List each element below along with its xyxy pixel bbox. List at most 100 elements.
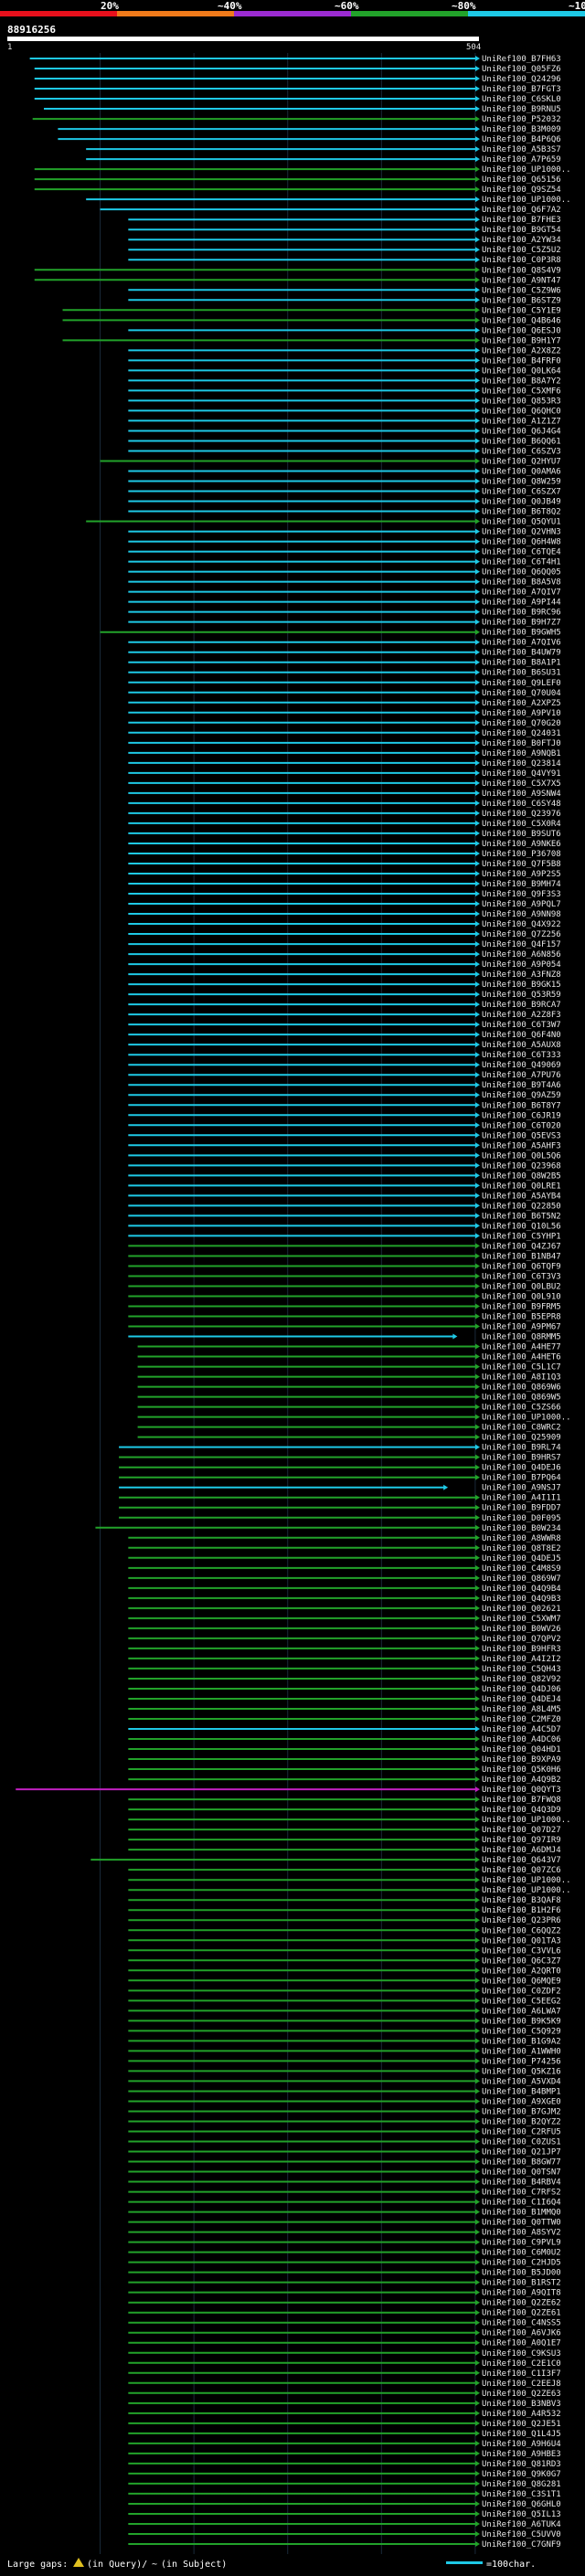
hit-label[interactable]: UniRef100_C6SKL0: [482, 95, 561, 104]
hit-row[interactable]: UniRef100_Q2VHN3: [128, 528, 561, 537]
hit-row[interactable]: UniRef100_C1I3F7: [128, 2369, 561, 2379]
hit-row[interactable]: UniRef100_Q8S4V9: [34, 266, 561, 275]
hit-row[interactable]: UniRef100_Q23968: [128, 1161, 561, 1171]
hit-row[interactable]: UniRef100_A9XGE0: [128, 2097, 561, 2106]
hit-row[interactable]: UniRef100_B4P6Q6: [58, 135, 561, 144]
hit-label[interactable]: UniRef100_Q25909: [482, 1434, 561, 1443]
hit-row[interactable]: UniRef100_C7RFS2: [128, 2189, 561, 2198]
hit-row[interactable]: UniRef100_Q1L4J5: [128, 2430, 561, 2439]
hit-row[interactable]: UniRef100_A1WWH0: [128, 2047, 561, 2056]
hit-row[interactable]: UniRef100_B9FDD7: [119, 1504, 561, 1513]
hit-label[interactable]: UniRef100_C5Q929: [482, 2027, 561, 2036]
hit-label[interactable]: UniRef100_C5XWM7: [482, 1615, 561, 1624]
hit-row[interactable]: UniRef100_C9KSU3: [128, 2349, 561, 2359]
hit-label[interactable]: UniRef100_Q0LRE1: [482, 1182, 561, 1191]
hit-row[interactable]: UniRef100_Q8W259: [128, 478, 561, 487]
hit-label[interactable]: UniRef100_B8A1P1: [482, 659, 561, 668]
hit-label[interactable]: UniRef100_A4I2I2: [482, 1655, 561, 1664]
hit-label[interactable]: UniRef100_Q4Q9B3: [482, 1595, 561, 1604]
hit-label[interactable]: UniRef100_Q02621: [482, 1605, 561, 1614]
hit-label[interactable]: UniRef100_Q0LBU2: [482, 1282, 561, 1291]
hit-label[interactable]: UniRef100_A8WWR8: [482, 1534, 561, 1543]
hit-label[interactable]: UniRef100_Q23968: [482, 1161, 561, 1171]
hit-row[interactable]: UniRef100_B9T4A6: [128, 1081, 561, 1090]
hit-row[interactable]: UniRef100_C5XMF6: [128, 387, 561, 396]
hit-label[interactable]: UniRef100_Q9LEF0: [482, 679, 561, 688]
hit-label[interactable]: UniRef100_A1Z1Z7: [482, 417, 561, 426]
hit-row[interactable]: UniRef100_B7FHE3: [128, 216, 561, 225]
hit-row[interactable]: UniRef100_B8GW77: [128, 2158, 561, 2168]
hit-label[interactable]: UniRef100_A9PM67: [482, 1323, 561, 1332]
hit-label[interactable]: UniRef100_C6SY48: [482, 800, 561, 809]
hit-label[interactable]: UniRef100_Q0TSN7: [482, 2168, 561, 2178]
hit-label[interactable]: UniRef100_C7GNF9: [482, 2540, 561, 2549]
hit-row[interactable]: UniRef100_B1MMQ0: [128, 2209, 561, 2218]
hit-row[interactable]: UniRef100_A5AHF3: [128, 1141, 561, 1150]
hit-row[interactable]: UniRef100_B0W234: [95, 1524, 561, 1533]
hit-label[interactable]: UniRef100_Q869W5: [482, 1394, 561, 1403]
hit-label[interactable]: UniRef100_B3NBV3: [482, 2400, 561, 2409]
hit-row[interactable]: UniRef100_C5QH43: [128, 1665, 561, 1674]
hit-row[interactable]: UniRef100_C5Z5U2: [128, 246, 561, 255]
hit-row[interactable]: UniRef100_A4I2I2: [128, 1655, 561, 1664]
hit-label[interactable]: UniRef100_C6JR19: [482, 1111, 561, 1120]
hit-row[interactable]: UniRef100_A2Z8F3: [128, 1011, 561, 1020]
hit-label[interactable]: UniRef100_A9HBE3: [482, 2450, 561, 2459]
hit-row[interactable]: UniRef100_Q9K0G7: [128, 2470, 561, 2479]
hit-label[interactable]: UniRef100_Q6QHC0: [482, 407, 561, 416]
hit-row[interactable]: UniRef100_Q4VY91: [128, 769, 561, 779]
hit-label[interactable]: UniRef100_Q2ZE63: [482, 2390, 561, 2399]
hit-row[interactable]: UniRef100_Q9LEF0: [128, 679, 561, 688]
hit-label[interactable]: UniRef100_B9FDD7: [482, 1504, 561, 1513]
hit-label[interactable]: UniRef100_Q2JE51: [482, 2420, 561, 2429]
hit-row[interactable]: UniRef100_Q4DJ06: [128, 1685, 561, 1694]
hit-row[interactable]: UniRef100_B9FRM5: [128, 1303, 561, 1312]
hit-row[interactable]: UniRef100_A2YW34: [128, 236, 561, 245]
hit-label[interactable]: UniRef100_A8SYV2: [482, 2229, 561, 2238]
hit-label[interactable]: UniRef100_UP1000..: [482, 1876, 571, 1885]
hit-label[interactable]: UniRef100_C2MFZ0: [482, 1715, 561, 1724]
hit-label[interactable]: UniRef100_A5AHF3: [482, 1141, 561, 1150]
hit-row[interactable]: UniRef100_B6QQ61: [128, 437, 561, 446]
hit-row[interactable]: UniRef100_Q6F4N0: [128, 1031, 561, 1040]
hit-row[interactable]: UniRef100_B9RNU5: [44, 105, 561, 114]
hit-label[interactable]: UniRef100_A7QIV6: [482, 639, 561, 648]
hit-row[interactable]: UniRef100_Q24031: [128, 729, 561, 738]
hit-row[interactable]: UniRef100_C9PVL9: [128, 2239, 561, 2248]
hit-label[interactable]: UniRef100_Q6QQ05: [482, 568, 561, 578]
hit-row[interactable]: UniRef100_Q0L910: [128, 1292, 561, 1301]
hit-row[interactable]: UniRef100_C5EEG2: [128, 1997, 561, 2006]
hit-row[interactable]: UniRef100_B7FGT3: [34, 85, 561, 94]
hit-row[interactable]: UniRef100_Q869W6: [137, 1383, 561, 1393]
hit-label[interactable]: UniRef100_Q8S4V9: [482, 266, 561, 275]
hit-label[interactable]: UniRef100_C6TQE4: [482, 548, 561, 557]
hit-row[interactable]: UniRef100_Q8W2B5: [128, 1171, 561, 1181]
hit-row[interactable]: UniRef100_B2QYZ2: [128, 2117, 561, 2126]
hit-label[interactable]: UniRef100_Q4F157: [482, 940, 561, 949]
hit-label[interactable]: UniRef100_A4Q9B2: [482, 1776, 561, 1785]
hit-row[interactable]: UniRef100_C3VVL6: [128, 1946, 561, 1956]
hit-row[interactable]: UniRef100_B1RST2: [128, 2279, 561, 2288]
hit-row[interactable]: UniRef100_Q4ZJ67: [128, 1242, 561, 1251]
hit-row[interactable]: UniRef100_A4DC06: [128, 1735, 561, 1744]
hit-label[interactable]: UniRef100_Q07ZC6: [482, 1866, 561, 1875]
hit-label[interactable]: UniRef100_Q0QYT3: [482, 1786, 561, 1795]
hit-label[interactable]: UniRef100_C2EEJ8: [482, 2380, 561, 2389]
hit-label[interactable]: UniRef100_D0F095: [482, 1514, 561, 1523]
hit-label[interactable]: UniRef100_B9RC96: [482, 609, 561, 618]
hit-label[interactable]: UniRef100_P52032: [482, 115, 561, 124]
hit-label[interactable]: UniRef100_B4UW79: [482, 649, 561, 658]
hit-row[interactable]: UniRef100_C5X0R4: [128, 820, 561, 829]
hit-label[interactable]: UniRef100_Q9K0G7: [482, 2470, 561, 2479]
hit-label[interactable]: UniRef100_A1WWH0: [482, 2047, 561, 2056]
hit-row[interactable]: UniRef100_Q0TTW0: [128, 2219, 561, 2228]
hit-label[interactable]: UniRef100_P74256: [482, 2057, 561, 2066]
hit-row[interactable]: UniRef100_C6SZX7: [128, 488, 561, 497]
hit-label[interactable]: UniRef100_Q23PR6: [482, 1916, 561, 1925]
hit-label[interactable]: UniRef100_B7PQ64: [482, 1474, 561, 1483]
hit-label[interactable]: UniRef100_B5JD00: [482, 2269, 561, 2278]
hit-row[interactable]: UniRef100_A9P054: [128, 960, 561, 970]
hit-row[interactable]: UniRef100_C6M0U2: [128, 2249, 561, 2258]
hit-row[interactable]: UniRef100_B9K5K9: [128, 2017, 561, 2026]
hit-label[interactable]: UniRef100_Q70U04: [482, 689, 561, 698]
